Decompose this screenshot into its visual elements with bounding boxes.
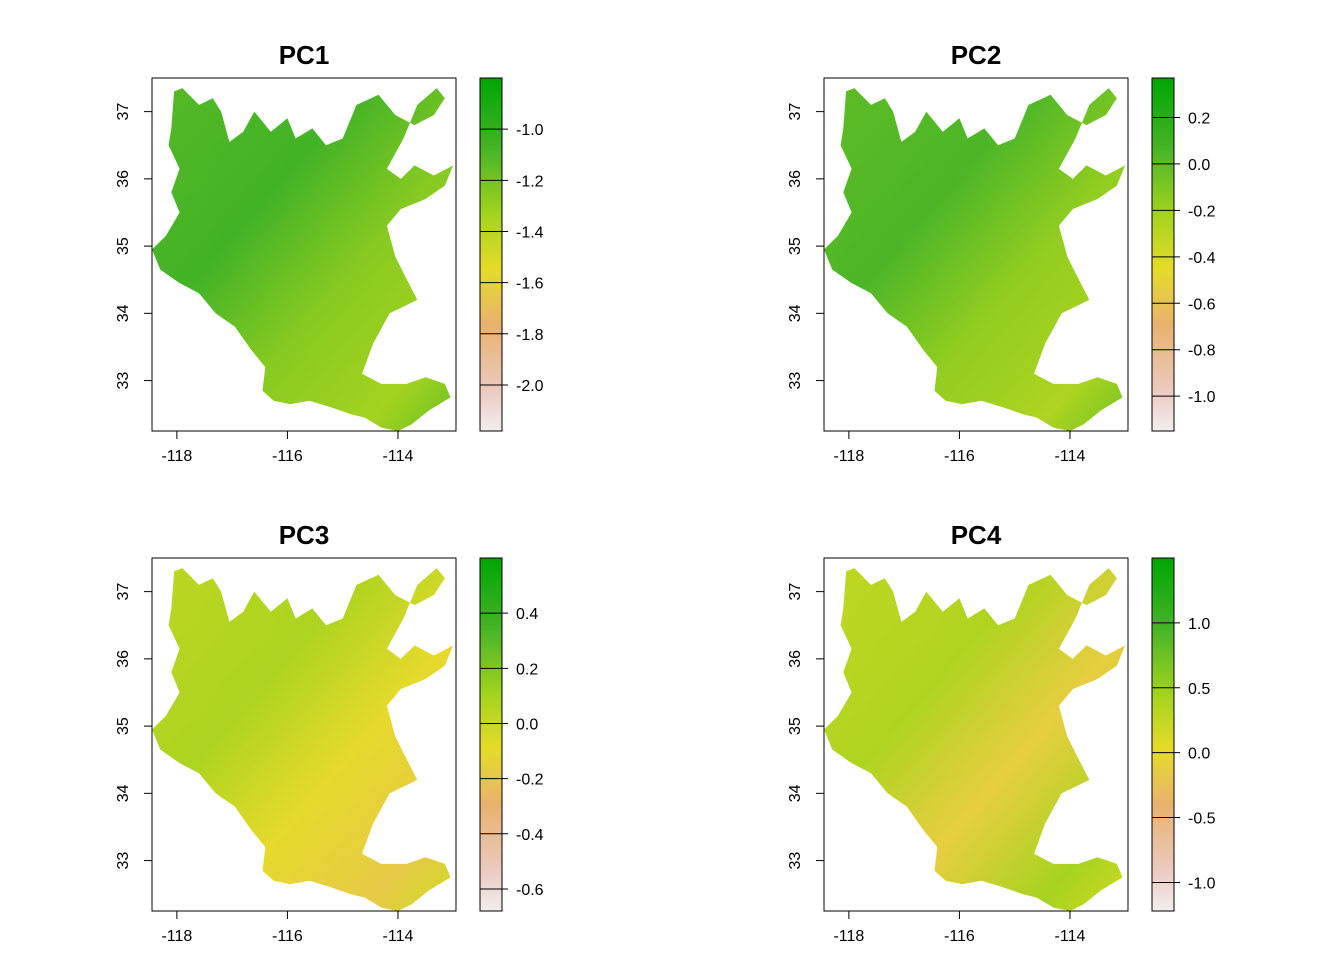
y-tick-label: 37 — [787, 103, 804, 121]
y-tick-label: 35 — [787, 237, 804, 255]
legend-tick-label: -2.0 — [516, 378, 544, 395]
legend-tick-label: 0.2 — [1188, 110, 1210, 127]
y-tick-label: 34 — [115, 784, 132, 802]
panel-title: PC2 — [951, 40, 1002, 70]
plot-frame — [823, 77, 1129, 432]
legend-tick-label: -0.2 — [516, 772, 544, 789]
legend-tick-label: -0.2 — [1188, 203, 1216, 220]
x-tick-label: -114 — [383, 448, 414, 465]
y-tick-label: 33 — [787, 372, 804, 390]
x-tick-label: -116 — [944, 928, 975, 945]
x-tick-label: -118 — [161, 928, 192, 945]
y-tick-label: 37 — [787, 583, 804, 601]
legend-tick-label: -0.4 — [1188, 250, 1216, 267]
legend-tick-label: 0.0 — [516, 716, 538, 733]
legend-tick-label: 0.5 — [1188, 681, 1210, 698]
panel-title: PC1 — [279, 40, 330, 70]
plot-frame — [151, 557, 457, 912]
panel-pc4: PC4 -118 -116 -114 33 34 35 36 37 -1.0 -0.5 0.0 0.5 1… — [787, 520, 1216, 945]
legend-colorbar — [1151, 557, 1175, 912]
x-tick-label: -114 — [383, 928, 414, 945]
legend-tick-label: 0.2 — [516, 661, 538, 678]
y-tick-label: 37 — [115, 103, 132, 121]
x-tick-label: -118 — [833, 928, 864, 945]
x-tick-label: -114 — [1055, 448, 1086, 465]
legend-tick-label: 0.4 — [516, 606, 538, 623]
legend-tick-label: -0.4 — [516, 827, 544, 844]
x-tick-label: -116 — [272, 448, 303, 465]
legend-tick-label: 0.0 — [1188, 746, 1210, 763]
panel-pc2: PC2 -118 -116 -114 33 34 35 36 37 -1.0 -0.8 -0.6 -0.… — [787, 40, 1216, 465]
legend-colorbar — [479, 557, 503, 912]
region-raster — [152, 88, 454, 431]
legend-tick-label: -0.6 — [516, 882, 544, 899]
region-raster — [824, 568, 1126, 911]
y-tick-label: 37 — [115, 583, 132, 601]
panel-title: PC3 — [279, 520, 330, 550]
y-tick-label: 34 — [787, 304, 804, 322]
legend-tick-label: 0.0 — [1188, 157, 1210, 174]
y-tick-label: 36 — [787, 650, 804, 668]
y-tick-label: 34 — [115, 304, 132, 322]
y-tick-label: 33 — [787, 852, 804, 870]
region-raster — [152, 568, 454, 911]
legend-tick-label: -1.0 — [516, 122, 544, 139]
x-tick-label: -118 — [833, 448, 864, 465]
legend-tick-label: -0.5 — [1188, 811, 1216, 828]
legend-tick-label: -0.6 — [1188, 296, 1216, 313]
x-tick-label: -118 — [161, 448, 192, 465]
legend-tick-label: -1.0 — [1188, 875, 1216, 892]
y-tick-label: 34 — [787, 784, 804, 802]
legend-tick-label: -0.8 — [1188, 343, 1216, 360]
legend-tick-label: 1.0 — [1188, 616, 1210, 633]
y-tick-label: 36 — [787, 170, 804, 188]
legend-tick-label: -1.6 — [516, 276, 544, 293]
plot-frame — [823, 557, 1129, 912]
plot-frame — [151, 77, 457, 432]
x-tick-label: -116 — [272, 928, 303, 945]
x-tick-label: -114 — [1055, 928, 1086, 945]
region-raster — [824, 88, 1126, 431]
y-tick-label: 35 — [115, 237, 132, 255]
panel-pc1: PC1 -118 -116 -114 33 34 35 36 37 -2.0 -1.8 -1.6 -1.… — [115, 40, 544, 465]
panel-title: PC4 — [951, 520, 1002, 550]
y-tick-label: 33 — [115, 372, 132, 390]
y-tick-label: 36 — [115, 170, 132, 188]
legend-colorbar — [1151, 77, 1175, 432]
y-tick-label: 33 — [115, 852, 132, 870]
y-tick-label: 35 — [787, 717, 804, 735]
panel-pc3: PC3 -118 -116 -114 33 34 35 36 37 -0.6 -0.4 -0.2 0.0… — [115, 520, 544, 945]
y-tick-label: 36 — [115, 650, 132, 668]
legend-tick-label: -1.8 — [516, 327, 544, 344]
legend-colorbar — [479, 77, 503, 432]
y-tick-label: 35 — [115, 717, 132, 735]
legend-tick-label: -1.0 — [1188, 389, 1216, 406]
legend-tick-label: -1.2 — [516, 173, 544, 190]
x-tick-label: -116 — [944, 448, 975, 465]
legend-tick-label: -1.4 — [516, 224, 544, 241]
